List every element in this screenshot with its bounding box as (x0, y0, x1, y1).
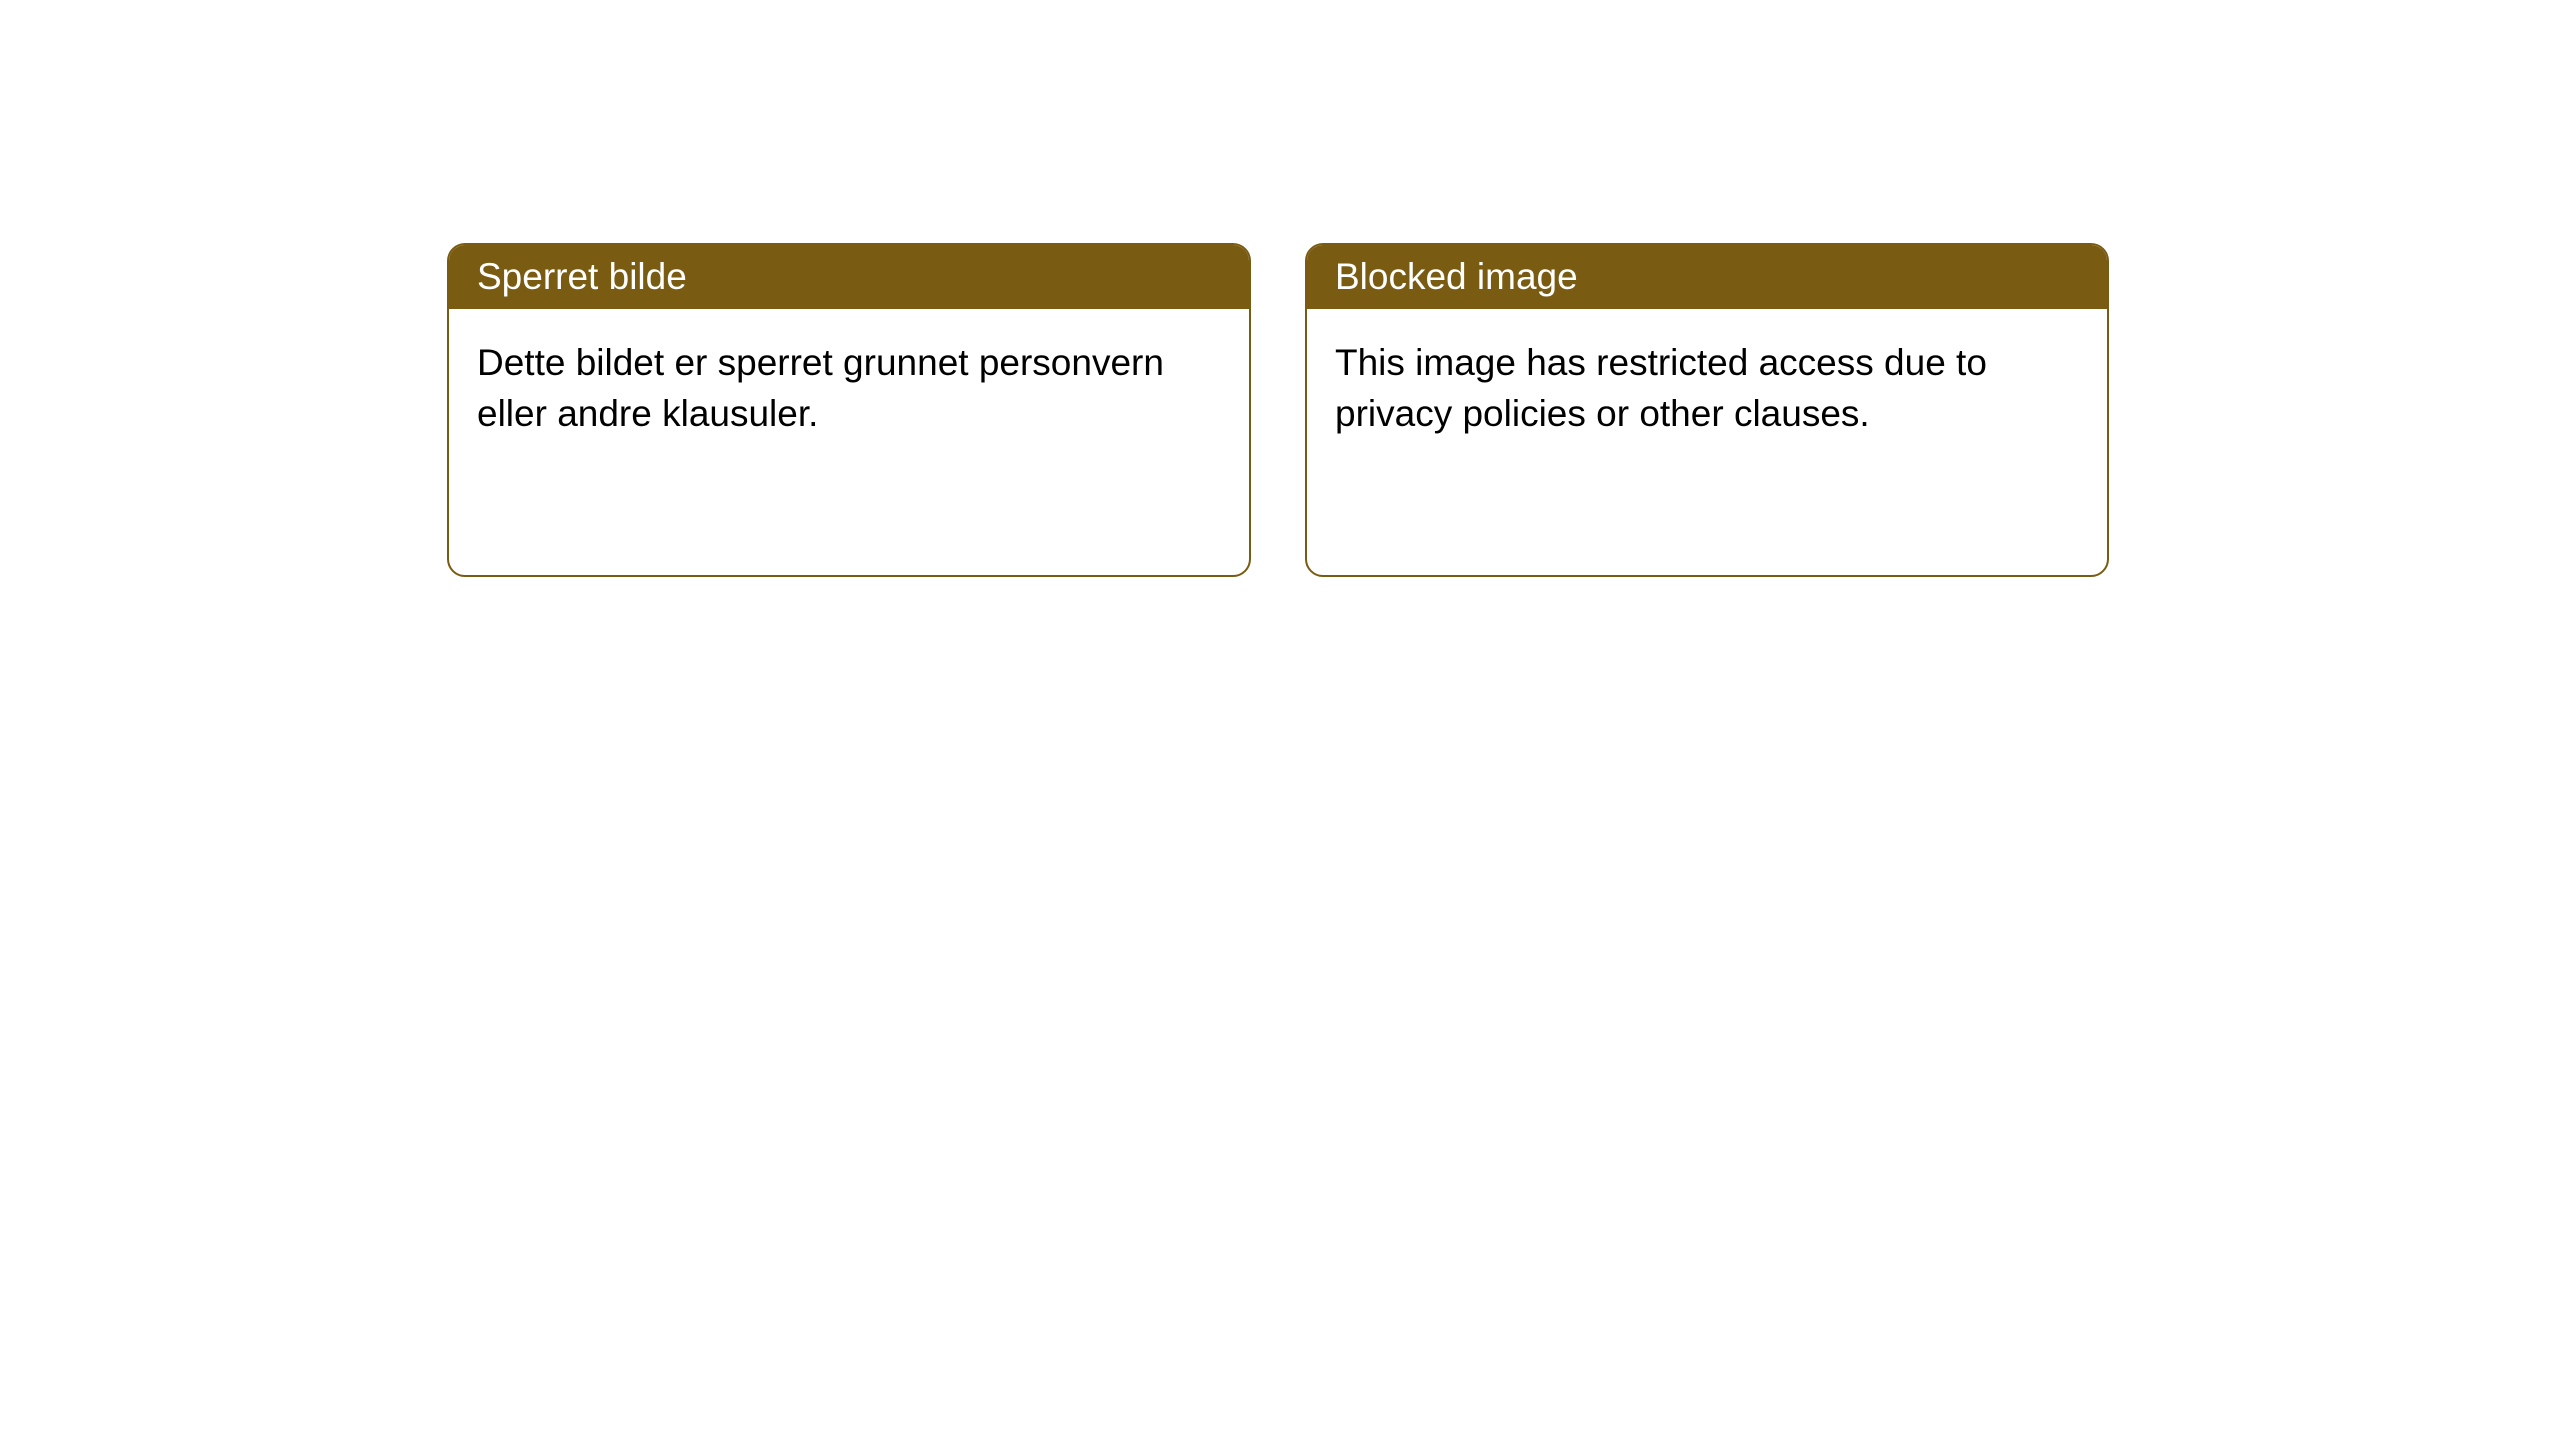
notice-card-norwegian: Sperret bilde Dette bildet er sperret gr… (447, 243, 1251, 577)
notice-cards-container: Sperret bilde Dette bildet er sperret gr… (447, 243, 2109, 577)
card-header: Sperret bilde (449, 245, 1249, 309)
card-body: Dette bildet er sperret grunnet personve… (449, 309, 1249, 467)
card-body: This image has restricted access due to … (1307, 309, 2107, 467)
card-header: Blocked image (1307, 245, 2107, 309)
notice-card-english: Blocked image This image has restricted … (1305, 243, 2109, 577)
card-message: Dette bildet er sperret grunnet personve… (477, 342, 1164, 434)
card-message: This image has restricted access due to … (1335, 342, 1987, 434)
card-title: Sperret bilde (477, 256, 687, 297)
card-title: Blocked image (1335, 256, 1578, 297)
